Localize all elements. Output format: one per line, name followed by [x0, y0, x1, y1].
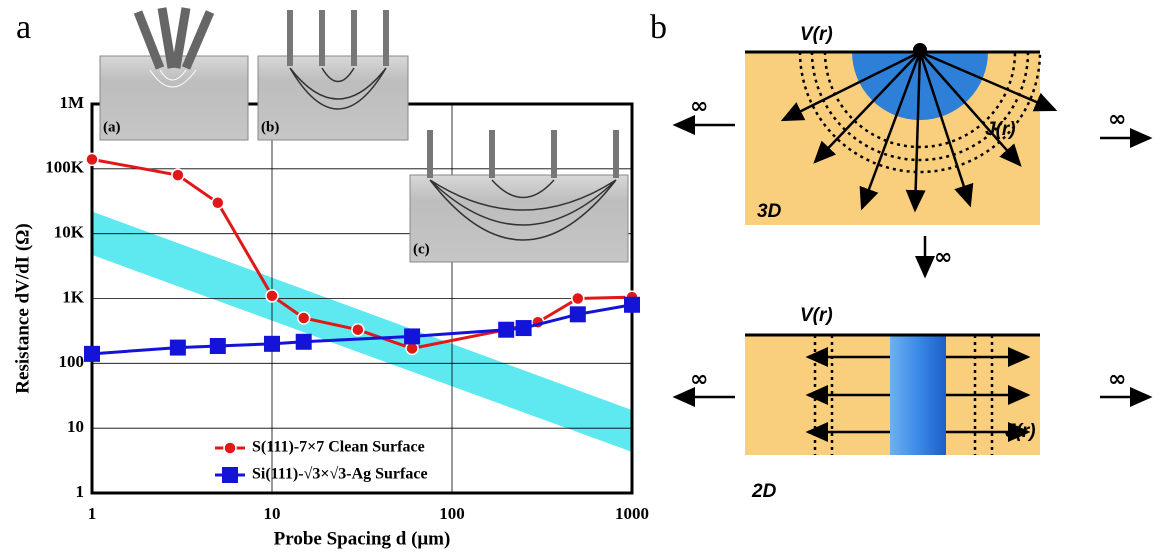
legend-marker	[222, 467, 238, 483]
x-axis-label: Probe Spacing d (μm)	[274, 528, 451, 549]
legend-label: Si(111)-√3×√3-Ag Surface	[252, 466, 428, 483]
x-tick-label: 1	[88, 504, 97, 523]
x-tick-label: 10	[264, 504, 281, 523]
marker	[571, 291, 585, 306]
marker	[211, 195, 225, 210]
y-tick-label: 1M	[59, 93, 84, 112]
y-tick-label: 100	[59, 352, 85, 371]
y-tick-label: 10	[67, 417, 84, 436]
infinity: ∞	[690, 94, 708, 119]
inset-label: (b)	[261, 119, 279, 135]
marker	[295, 333, 312, 350]
marker	[351, 322, 365, 337]
dimension-label: 2D	[751, 481, 777, 502]
marker	[404, 328, 421, 345]
y-tick-label: 100K	[45, 158, 85, 177]
current-label: J(r)	[1005, 421, 1036, 442]
infinity: ∞	[1108, 107, 1126, 132]
y-axis-label: Resistance dV/dI (Ω)	[12, 223, 33, 393]
x-tick-label: 100	[439, 504, 465, 523]
inset-b: (b)	[257, 10, 409, 141]
marker	[171, 168, 185, 182]
marker	[265, 289, 279, 303]
legend-label: S(111)-7×7 Clean Surface	[252, 439, 425, 456]
marker	[85, 152, 99, 167]
y-tick-label: 1	[76, 482, 85, 501]
diagram-2d: V(r) J(r) 2D ∞ ∞	[672, 305, 1153, 502]
inset-a: (a)	[99, 7, 249, 141]
series-line	[91, 303, 633, 356]
marker	[515, 320, 532, 337]
diagram-3d: V(r) J(r) 3D ∞ ∞ ∞	[672, 24, 1153, 279]
infinity: ∞	[690, 367, 708, 392]
inset-label: (c)	[413, 241, 430, 257]
y-tick-label: 1K	[62, 287, 85, 306]
inset-c: (c)	[409, 130, 629, 263]
marker	[264, 335, 280, 352]
marker	[169, 339, 186, 356]
potential-label: V(r)	[800, 24, 833, 45]
x-tick-label: 1000	[615, 504, 649, 523]
y-tick-label: 10K	[54, 223, 85, 242]
infinity: ∞	[1108, 367, 1126, 392]
marker	[498, 321, 515, 338]
dimension-label: 3D	[757, 201, 782, 222]
infinity: ∞	[934, 245, 952, 270]
marker	[84, 345, 100, 362]
potential-label: V(r)	[800, 305, 833, 326]
current-label: J(r)	[985, 119, 1016, 140]
marker	[296, 311, 311, 325]
legend-marker	[223, 441, 237, 455]
inset-label: (a)	[103, 119, 121, 135]
panel-label: b	[650, 9, 667, 46]
marker	[209, 338, 226, 355]
marker	[569, 306, 586, 323]
panel-label: a	[16, 9, 31, 46]
marker	[624, 296, 640, 313]
